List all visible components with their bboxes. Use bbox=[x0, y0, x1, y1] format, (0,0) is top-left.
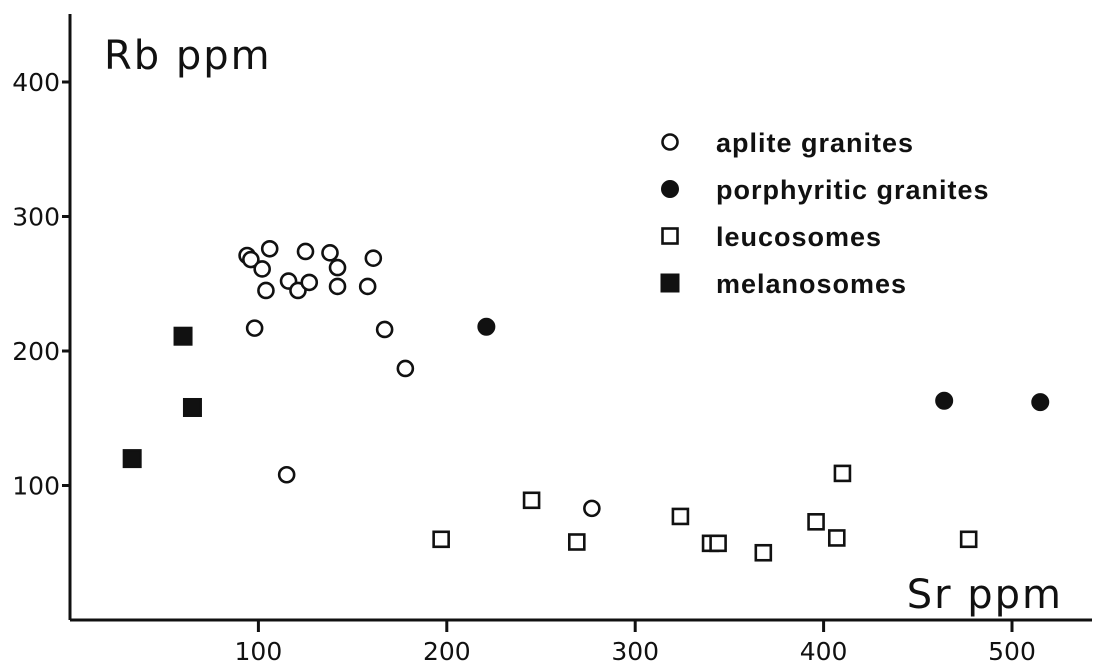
legend-label-filled-square: melanosomes bbox=[716, 269, 907, 299]
data-point-open-square-3 bbox=[671, 507, 690, 526]
data-point-filled-square-1 bbox=[173, 326, 193, 346]
data-point-open-circle-16 bbox=[396, 359, 415, 378]
legend-marker-open-circle bbox=[661, 133, 679, 151]
data-point-open-circle-4 bbox=[260, 239, 279, 258]
data-point-filled-circle-2 bbox=[1031, 393, 1050, 412]
data-point-open-circle-1 bbox=[242, 250, 260, 269]
data-point-open-square-7 bbox=[807, 513, 825, 531]
data-point-open-circle-5 bbox=[245, 319, 264, 337]
y-axis-title: Rb ppm bbox=[104, 33, 272, 79]
data-point-open-square-2 bbox=[567, 533, 586, 551]
x-tick-label-400: 400 bbox=[800, 637, 848, 666]
legend-marker-filled-circle bbox=[661, 180, 679, 198]
data-point-open-circle-15 bbox=[375, 320, 394, 339]
data-point-open-square-6 bbox=[754, 543, 773, 562]
data-point-open-circle-17 bbox=[277, 465, 296, 484]
y-tick-label-300: 300 bbox=[12, 203, 60, 232]
x-tick-label-200: 200 bbox=[423, 637, 471, 666]
y-tick-label-400: 400 bbox=[12, 68, 60, 97]
data-point-open-square-8 bbox=[827, 529, 846, 547]
data-points bbox=[122, 239, 1050, 562]
legend-marker-filled-square bbox=[660, 273, 680, 293]
data-point-open-circle-18 bbox=[583, 499, 601, 518]
data-point-open-circle-8 bbox=[296, 242, 315, 261]
data-point-open-circle-9 bbox=[300, 273, 319, 292]
x-axis-title: Sr ppm bbox=[907, 572, 1063, 618]
y-tick-label-200: 200 bbox=[12, 337, 60, 366]
data-point-open-square-1 bbox=[522, 491, 541, 510]
legend-label-filled-circle: porphyritic granites bbox=[716, 175, 990, 205]
data-point-open-circle-11 bbox=[328, 258, 347, 277]
legend-label-open-square: leucosomes bbox=[716, 222, 882, 252]
legend-marker-open-square bbox=[661, 227, 679, 245]
data-point-filled-circle-0 bbox=[477, 317, 496, 336]
legend: aplite granites porphyritic granites leuco… bbox=[660, 128, 990, 299]
data-point-open-circle-3 bbox=[257, 281, 275, 300]
data-point-filled-circle-1 bbox=[935, 391, 954, 410]
data-point-open-circle-14 bbox=[364, 249, 383, 267]
data-point-open-square-10 bbox=[959, 530, 978, 549]
x-tick-label-500: 500 bbox=[988, 637, 1036, 666]
data-point-open-circle-13 bbox=[358, 277, 377, 296]
data-point-filled-square-2 bbox=[182, 397, 202, 417]
axes bbox=[68, 14, 1092, 622]
legend-label-open-circle: aplite granites bbox=[716, 128, 914, 158]
data-point-open-square-9 bbox=[833, 464, 852, 483]
data-point-open-circle-2 bbox=[253, 260, 271, 278]
data-point-filled-square-0 bbox=[122, 449, 142, 469]
x-tick-label-300: 300 bbox=[611, 637, 659, 666]
y-tick-label-100: 100 bbox=[12, 472, 60, 501]
data-point-open-square-5 bbox=[709, 534, 727, 553]
data-point-open-square-0 bbox=[432, 530, 450, 549]
x-tick-label-100: 100 bbox=[235, 637, 283, 666]
data-point-open-circle-12 bbox=[328, 277, 347, 296]
data-point-open-circle-10 bbox=[321, 244, 339, 262]
axis-ticks: 100 200 300 400 500 100 200 300 400 bbox=[12, 68, 1036, 666]
